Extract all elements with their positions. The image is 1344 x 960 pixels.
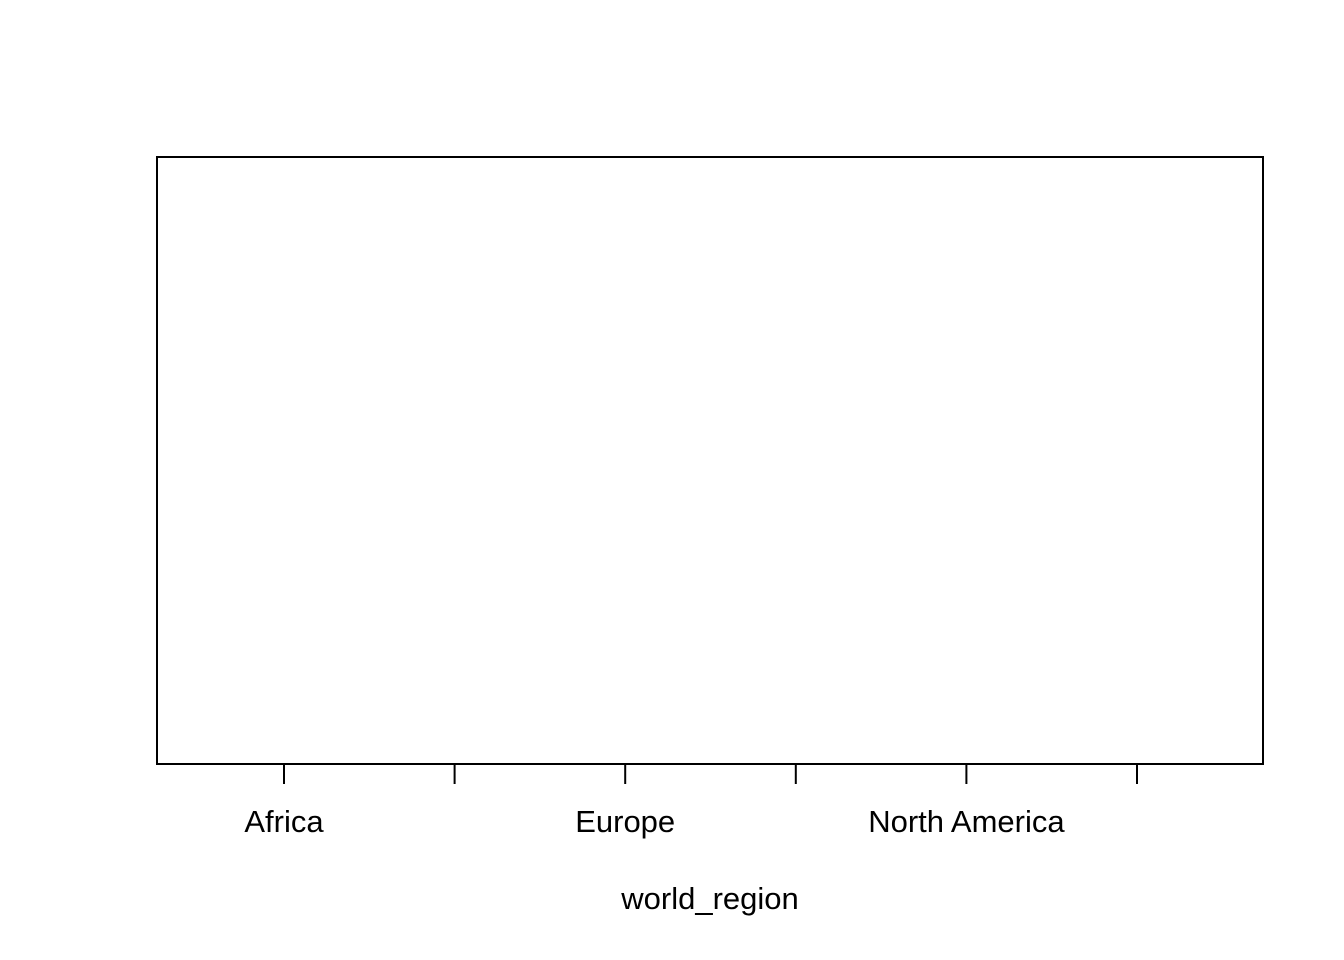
x-axis-label: world_region: [620, 881, 799, 916]
x-tick-label: North America: [868, 804, 1065, 839]
x-tick-label: Europe: [575, 804, 675, 839]
x-tick-label: Africa: [244, 804, 324, 839]
plot-frame: [156, 156, 1264, 765]
